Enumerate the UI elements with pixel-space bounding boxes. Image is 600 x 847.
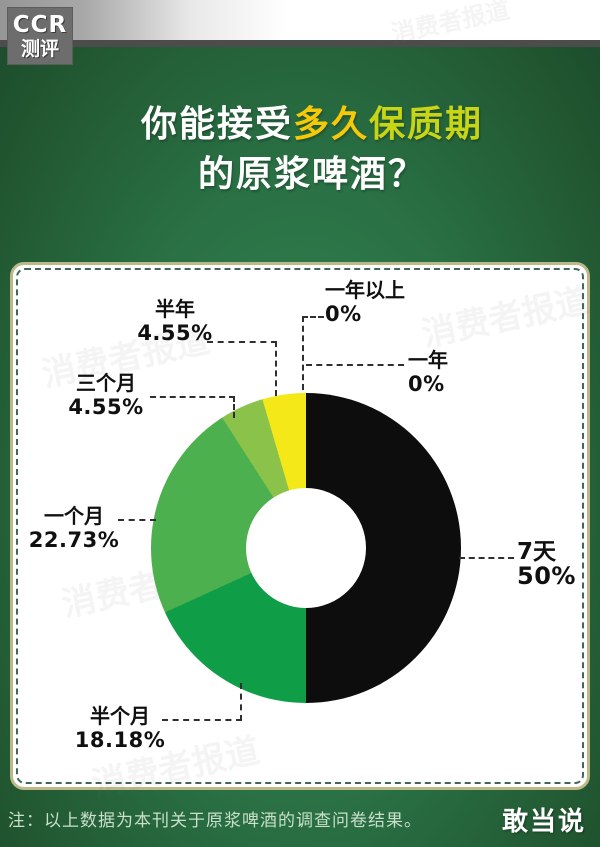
label-sevendays: 7天 50% xyxy=(517,540,576,589)
donut-hole xyxy=(246,488,366,608)
label-halfyear-pct: 4.55% xyxy=(137,321,213,345)
leader-line-yearplus xyxy=(302,316,324,318)
label-threemonth-name: 三个月 xyxy=(76,371,136,395)
leader-line-onemonth xyxy=(118,519,156,521)
label-year: 一年 0% xyxy=(408,348,448,397)
leader-line-halfmonth xyxy=(162,719,242,721)
logo-text-ccr: CCR xyxy=(12,12,68,38)
label-year-pct: 0% xyxy=(408,372,445,396)
label-sevendays-pct: 50% xyxy=(517,562,576,590)
label-onemonth-pct: 22.73% xyxy=(28,528,120,552)
label-halfmonth-name: 半个月 xyxy=(90,704,150,728)
title-part-white: 你能接受 xyxy=(140,104,293,145)
top-divider-line xyxy=(0,40,600,47)
logo-text-cn: 测评 xyxy=(20,38,59,60)
label-halfmonth: 半个月 18.18% xyxy=(72,704,168,753)
label-halfyear-name: 半年 xyxy=(155,297,195,321)
leader-line-halfyear xyxy=(207,341,277,343)
label-year-name: 一年 xyxy=(408,348,448,372)
label-sevendays-name: 7天 xyxy=(517,539,557,565)
footnote: 注：以上数据为本刊关于原浆啤酒的调查问卷结果。 xyxy=(8,811,422,831)
label-threemonth-pct: 4.55% xyxy=(68,395,144,419)
label-halfmonth-pct: 18.18% xyxy=(74,728,166,752)
page-title: 你能接受多久保质期 的原浆啤酒？ xyxy=(0,100,600,200)
title-line2: 的原浆啤酒？ xyxy=(197,154,426,195)
leader-line-threemonth xyxy=(150,396,235,398)
leader-line-halfyear-v xyxy=(275,341,277,396)
label-yearplus-name: 一年以上 xyxy=(325,278,405,302)
leader-line-threemonth-v xyxy=(233,396,235,418)
ccr-logo: CCR 测评 xyxy=(8,8,72,64)
top-strip xyxy=(0,0,600,40)
leader-line-sevendays xyxy=(459,557,514,559)
label-onemonth-name: 一个月 xyxy=(44,504,104,528)
title-part-yellow: 多久 xyxy=(292,104,369,145)
label-yearplus: 一年以上 0% xyxy=(325,278,405,327)
title-part-lime: 保质期 xyxy=(369,104,484,145)
leader-line-yearplus-v xyxy=(302,316,304,390)
leader-line-year xyxy=(306,364,404,366)
credit-text: 敢当说 xyxy=(501,807,586,837)
label-yearplus-pct: 0% xyxy=(325,302,362,326)
label-halfyear: 半年 4.55% xyxy=(132,297,218,346)
label-threemonth: 三个月 4.55% xyxy=(60,371,152,420)
leader-line-halfmonth-v xyxy=(240,683,242,721)
label-onemonth: 一个月 22.73% xyxy=(26,504,122,553)
